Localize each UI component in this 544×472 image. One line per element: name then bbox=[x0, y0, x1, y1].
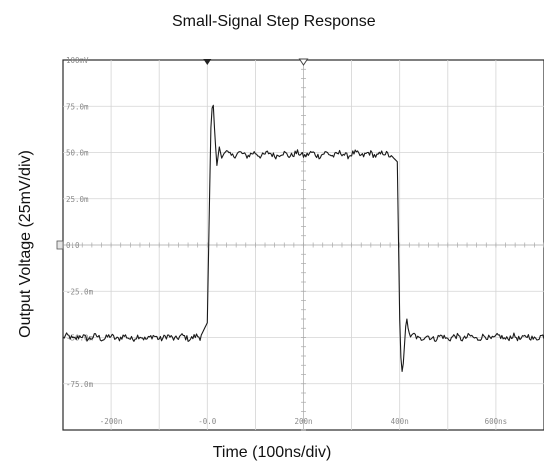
series-line bbox=[62, 104, 544, 372]
y-tick-label: -50.0m bbox=[66, 334, 94, 343]
x-tick-label: 200n bbox=[294, 417, 312, 426]
trigger-marker-filled bbox=[203, 59, 212, 65]
trigger-marker-outline bbox=[298, 58, 309, 66]
y-tick-label: 0.0 bbox=[66, 241, 80, 250]
y-tick-label: -75.0m bbox=[66, 380, 94, 389]
x-tick-label: -200n bbox=[100, 417, 123, 426]
y-tick-label: -25.0m bbox=[66, 287, 94, 296]
y-tick-label: 75.0m bbox=[66, 102, 89, 111]
x-axis-label: Time (100ns/div) bbox=[212, 444, 332, 461]
x-tick-label: 400n bbox=[391, 417, 409, 426]
x-tick-label: -0.0 bbox=[198, 417, 217, 426]
y-tick-label: 50.0m bbox=[66, 149, 89, 158]
x-tick-label: 600ns bbox=[485, 417, 508, 426]
y-tick-label: 25.0m bbox=[66, 195, 89, 204]
y-tick-label: 100mV bbox=[66, 56, 89, 65]
ground-reference-marker bbox=[56, 240, 64, 250]
chart-title: Small-Signal Step Response bbox=[172, 13, 376, 30]
